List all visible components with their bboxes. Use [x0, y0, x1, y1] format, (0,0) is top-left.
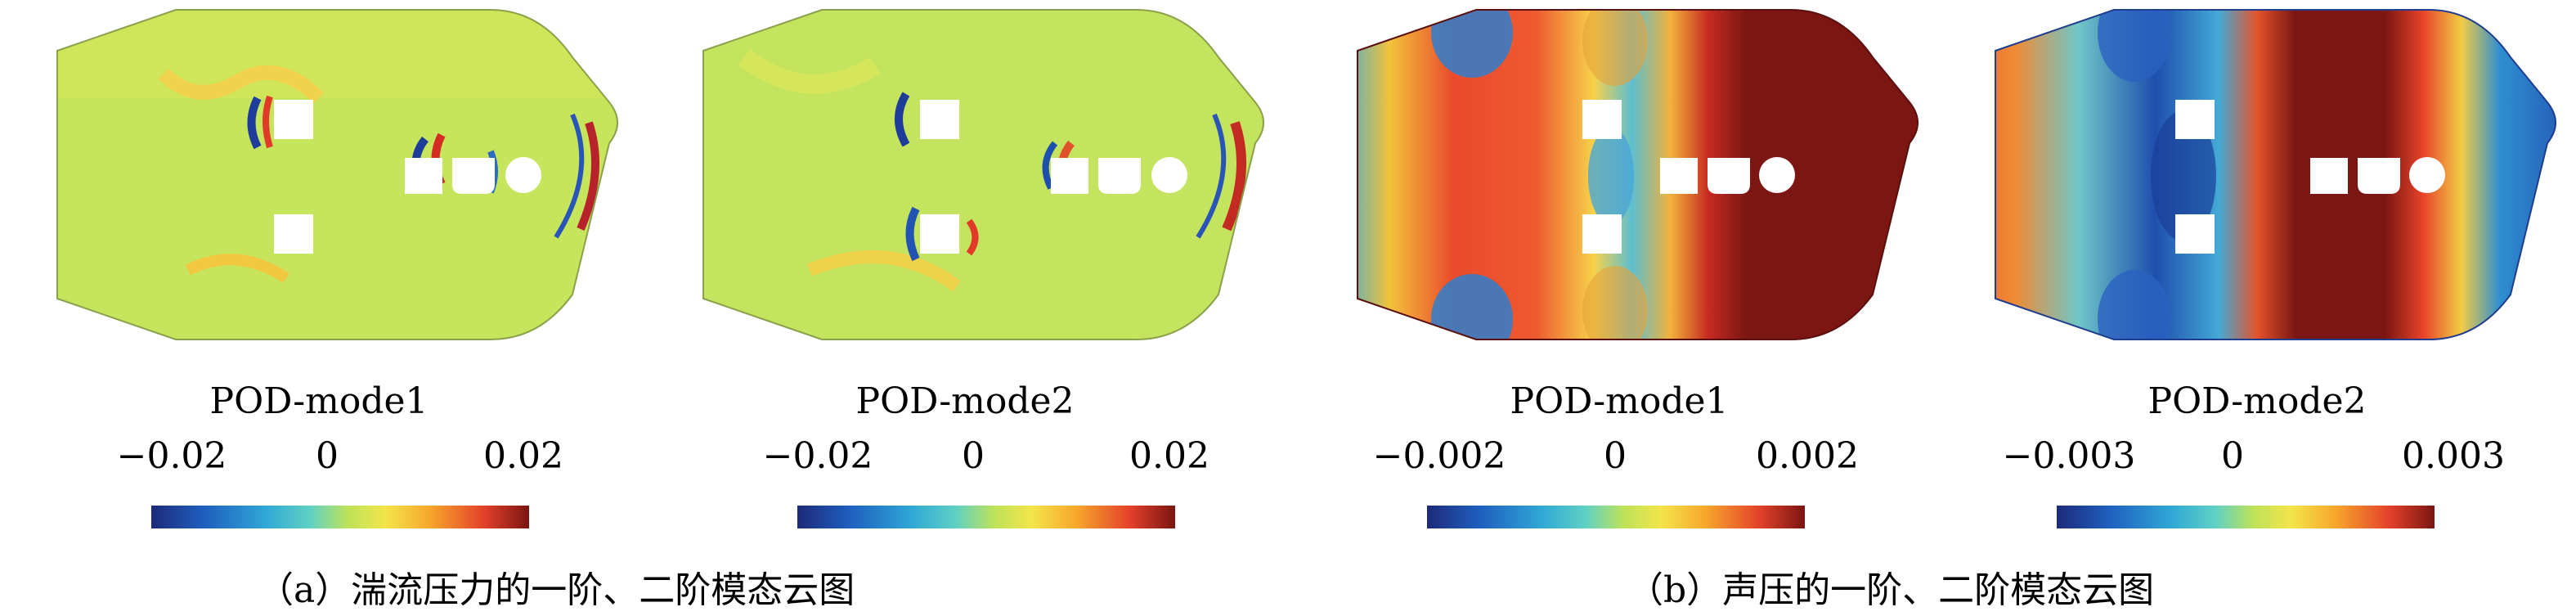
colorbar-tick-min: −0.02 — [116, 435, 227, 477]
mode-title: POD-mode2 — [855, 380, 1075, 422]
obstacle-square — [274, 100, 313, 139]
obstacle-square — [2175, 214, 2215, 254]
mode-title: POD-mode1 — [1510, 380, 1729, 422]
obstacle-square — [1051, 158, 1088, 194]
colorbar-tick-mid: 0 — [2221, 435, 2244, 477]
obstacle-circle — [1151, 157, 1187, 193]
colorbar-tick-max: 0.003 — [2402, 435, 2505, 477]
obstacle-square — [1582, 100, 1622, 139]
obstacle-rounded — [2358, 158, 2400, 194]
obstacle-square — [274, 214, 313, 254]
colorbar-tick-min: −0.002 — [1372, 435, 1506, 477]
obstacle-square — [2310, 158, 2348, 194]
contour-plot — [702, 9, 1264, 340]
colorbar — [151, 506, 529, 528]
colorbar-tick-min: −0.02 — [762, 435, 873, 477]
colorbar-tick-mid: 0 — [316, 435, 339, 477]
obstacle-square — [1660, 158, 1698, 194]
obstacle-circle — [1759, 157, 1795, 193]
colorbar-tick-mid: 0 — [1604, 435, 1627, 477]
mode-title: POD-mode2 — [2147, 380, 2367, 422]
obstacle-circle — [2409, 157, 2445, 193]
caption-a: （a）湍流压力的一阶、二阶模态云图 — [258, 569, 855, 611]
contour-plot — [1357, 9, 1919, 340]
obstacle-circle — [505, 157, 541, 193]
colorbar — [797, 506, 1175, 528]
colorbar — [2057, 506, 2435, 528]
panel-acoustic-mode2: POD-mode2 −0.003 0 0.003 — [1938, 0, 2576, 616]
contour-plot — [56, 9, 618, 340]
panel-turbulent-mode2: POD-mode2 −0.02 0 0.02 — [646, 0, 1284, 616]
colorbar-tick-max: 0.002 — [1756, 435, 1859, 477]
colorbar-tick-max: 0.02 — [1129, 435, 1209, 477]
panel-turbulent-mode1: POD-mode1 −0.02 0 0.02 — [0, 0, 638, 616]
obstacle-square — [920, 100, 959, 139]
contour-plot — [1995, 9, 2556, 340]
colorbar-tick-max: 0.02 — [483, 435, 563, 477]
panel-acoustic-mode1: POD-mode1 −0.002 0 0.002 — [1300, 0, 1938, 616]
obstacle-square — [920, 214, 959, 254]
colorbar — [1427, 506, 1805, 528]
colorbar-tick-min: −0.003 — [2002, 435, 2136, 477]
colorbar-tick-mid: 0 — [962, 435, 985, 477]
obstacle-square — [1582, 214, 1622, 254]
caption-b: （b）声压的一阶、二阶模态云图 — [1627, 569, 2155, 611]
mode-title: POD-mode1 — [209, 380, 429, 422]
obstacle-rounded — [1098, 158, 1141, 194]
obstacle-square — [2175, 100, 2215, 139]
obstacle-square — [405, 158, 442, 194]
obstacle-rounded — [1708, 158, 1750, 194]
obstacle-rounded — [452, 158, 495, 194]
